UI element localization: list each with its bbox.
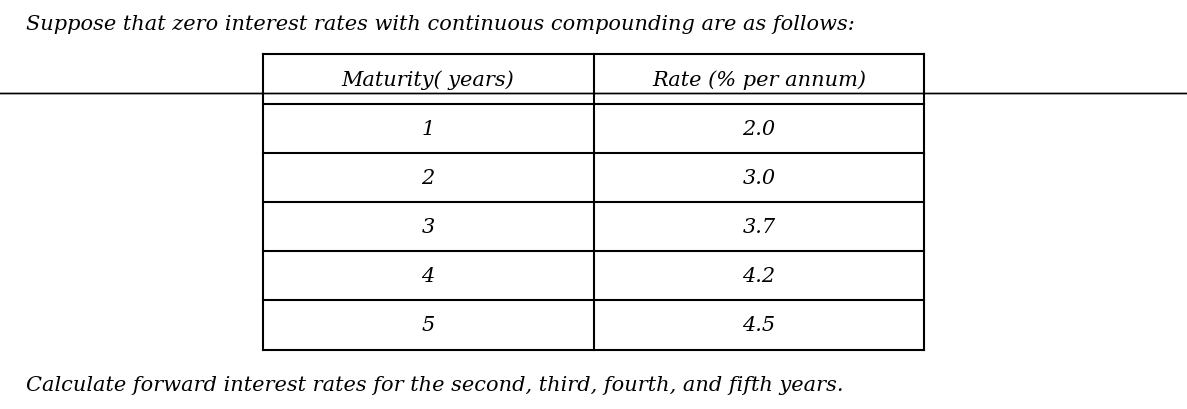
Text: 3: 3 [421,218,434,236]
Text: 2: 2 [421,169,434,187]
Text: Maturity( years): Maturity( years) [342,70,514,90]
Text: 4.5: 4.5 [742,316,775,335]
Text: 1: 1 [421,119,434,138]
Text: 4.2: 4.2 [742,267,775,285]
Text: 5: 5 [421,316,434,335]
Text: 3.0: 3.0 [742,169,775,187]
Text: Rate (% per annum): Rate (% per annum) [652,70,865,90]
Text: 4: 4 [421,267,434,285]
Text: Calculate forward interest rates for the second, third, fourth, and fifth years.: Calculate forward interest rates for the… [26,375,844,394]
Text: 2.0: 2.0 [742,119,775,138]
Text: 3.7: 3.7 [742,218,775,236]
Text: Suppose that zero interest rates with continuous compounding are as follows:: Suppose that zero interest rates with co… [26,15,855,34]
